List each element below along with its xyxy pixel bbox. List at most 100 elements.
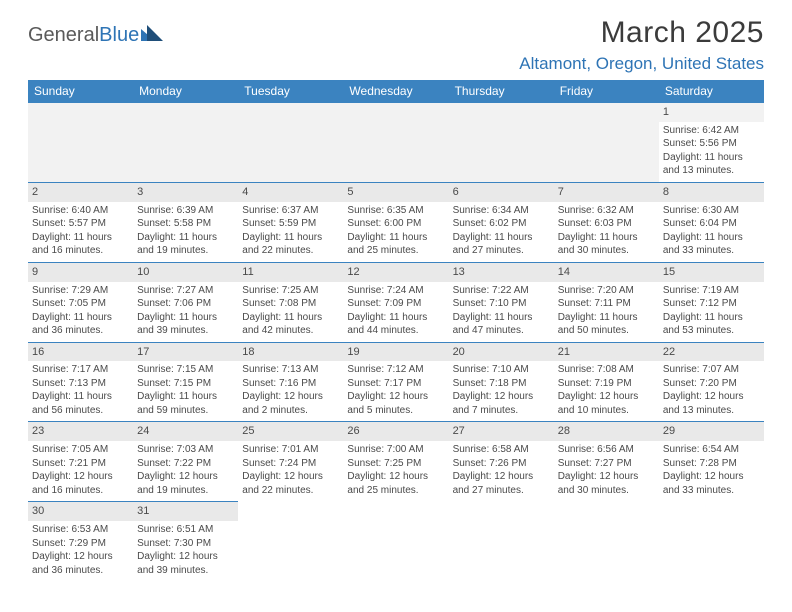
cell-detail-d1: Daylight: 11 hours [453, 311, 550, 325]
cell-detail-d1: Daylight: 11 hours [137, 311, 234, 325]
cell-detail-d2: and 39 minutes. [137, 564, 234, 578]
cell-detail-sr: Sunrise: 7:12 AM [347, 363, 444, 377]
logo-text-2: Blue [99, 24, 139, 47]
cell-detail-ss: Sunset: 7:20 PM [663, 377, 760, 391]
day-number: 1 [659, 103, 764, 122]
cell-detail-d1: Daylight: 11 hours [137, 231, 234, 245]
day-number: 14 [554, 263, 659, 282]
calendar-cell: 29Sunrise: 6:54 AMSunset: 7:28 PMDayligh… [659, 422, 764, 502]
cell-detail-d2: and 13 minutes. [663, 404, 760, 418]
calendar-cell: 20Sunrise: 7:10 AMSunset: 7:18 PMDayligh… [449, 342, 554, 422]
cell-detail-d2: and 30 minutes. [558, 244, 655, 258]
cell-detail-ss: Sunset: 7:25 PM [347, 457, 444, 471]
calendar-cell: 11Sunrise: 7:25 AMSunset: 7:08 PMDayligh… [238, 262, 343, 342]
cell-detail-sr: Sunrise: 7:13 AM [242, 363, 339, 377]
calendar-cell: 13 Sunrise: 7:22 AMSunset: 7:10 PMDayligh… [449, 262, 554, 342]
cell-detail-sr: Sunrise: 7:25 AM [242, 284, 339, 298]
weekday-sun: Sunday [28, 80, 133, 103]
day-number: 25 [238, 422, 343, 441]
cell-detail-d1: Daylight: 12 hours [558, 470, 655, 484]
cell-detail-d1: Daylight: 12 hours [32, 470, 129, 484]
cell-detail-sr: Sunrise: 7:15 AM [137, 363, 234, 377]
cell-detail-sr: Sunrise: 7:03 AM [137, 443, 234, 457]
cell-detail-d2: and 16 minutes. [32, 484, 129, 498]
cell-detail-sr: Sunrise: 6:34 AM [453, 204, 550, 218]
cell-detail-sr: Sunrise: 7:20 AM [558, 284, 655, 298]
day-number: 4 [238, 183, 343, 202]
calendar-cell [238, 103, 343, 183]
day-number: 3 [133, 183, 238, 202]
day-number: 17 [133, 343, 238, 362]
cell-detail-ss: Sunset: 7:08 PM [242, 297, 339, 311]
weekday-thu: Thursday [449, 80, 554, 103]
weekday-mon: Monday [133, 80, 238, 103]
cell-detail-d2: and 53 minutes. [663, 324, 760, 338]
calendar-cell: 17Sunrise: 7:15 AMSunset: 7:15 PMDayligh… [133, 342, 238, 422]
weekday-header-row: Sunday Monday Tuesday Wednesday Thursday… [28, 80, 764, 103]
cell-detail-d1: Daylight: 11 hours [663, 151, 760, 165]
header: GeneralBlue March 2025 Altamont, Oregon,… [28, 16, 764, 74]
weekday-wed: Wednesday [343, 80, 448, 103]
calendar-cell: 12Sunrise: 7:24 AMSunset: 7:09 PMDayligh… [343, 262, 448, 342]
weekday-fri: Friday [554, 80, 659, 103]
day-number: 11 [238, 263, 343, 282]
cell-detail-d2: and 39 minutes. [137, 324, 234, 338]
calendar-cell: 23Sunrise: 7:05 AMSunset: 7:21 PMDayligh… [28, 422, 133, 502]
cell-detail-sr: Sunrise: 6:54 AM [663, 443, 760, 457]
cell-detail-d1: Daylight: 11 hours [558, 311, 655, 325]
weekday-sat: Saturday [659, 80, 764, 103]
cell-detail-d1: Daylight: 11 hours [663, 231, 760, 245]
day-number: 13 [449, 263, 554, 282]
calendar-cell: 7Sunrise: 6:32 AMSunset: 6:03 PMDaylight… [554, 182, 659, 262]
cell-detail-sr: Sunrise: 7:19 AM [663, 284, 760, 298]
cell-detail-sr: Sunrise: 7:08 AM [558, 363, 655, 377]
cell-detail-sr: Sunrise: 6:35 AM [347, 204, 444, 218]
cell-detail-sr: Sunrise: 7:22 AM [453, 284, 550, 298]
calendar-cell: 6Sunrise: 6:34 AMSunset: 6:02 PMDaylight… [449, 182, 554, 262]
cell-detail-d2: and 5 minutes. [347, 404, 444, 418]
cell-detail-sr: Sunrise: 6:42 AM [663, 124, 760, 138]
cell-detail-d2: and 56 minutes. [32, 404, 129, 418]
calendar-cell [659, 502, 764, 581]
cell-detail-d2: and 36 minutes. [32, 324, 129, 338]
calendar-cell [343, 502, 448, 581]
location: Altamont, Oregon, United States [519, 54, 764, 74]
cell-detail-d2: and 13 minutes. [663, 164, 760, 178]
cell-detail-ss: Sunset: 7:12 PM [663, 297, 760, 311]
calendar-cell: 26Sunrise: 7:00 AMSunset: 7:25 PMDayligh… [343, 422, 448, 502]
cell-detail-ss: Sunset: 6:00 PM [347, 217, 444, 231]
calendar-table: Sunday Monday Tuesday Wednesday Thursday… [28, 80, 764, 581]
cell-detail-sr: Sunrise: 6:40 AM [32, 204, 129, 218]
cell-detail-ss: Sunset: 7:06 PM [137, 297, 234, 311]
cell-detail-sr: Sunrise: 7:17 AM [32, 363, 129, 377]
cell-detail-ss: Sunset: 7:16 PM [242, 377, 339, 391]
calendar-cell: 19Sunrise: 7:12 AMSunset: 7:17 PMDayligh… [343, 342, 448, 422]
calendar-cell [238, 502, 343, 581]
cell-detail-d2: and 42 minutes. [242, 324, 339, 338]
day-number: 27 [449, 422, 554, 441]
cell-detail-ss: Sunset: 7:13 PM [32, 377, 129, 391]
cell-detail-d1: Daylight: 11 hours [347, 231, 444, 245]
day-number: 6 [449, 183, 554, 202]
cell-detail-d2: and 19 minutes. [137, 244, 234, 258]
calendar-cell: 31Sunrise: 6:51 AMSunset: 7:30 PMDayligh… [133, 502, 238, 581]
cell-detail-sr: Sunrise: 7:05 AM [32, 443, 129, 457]
cell-detail-d2: and 25 minutes. [347, 484, 444, 498]
calendar-cell [554, 502, 659, 581]
calendar-cell: 4Sunrise: 6:37 AMSunset: 5:59 PMDaylight… [238, 182, 343, 262]
calendar-cell [554, 103, 659, 183]
cell-detail-sr: Sunrise: 6:58 AM [453, 443, 550, 457]
calendar-cell: 15Sunrise: 7:19 AMSunset: 7:12 PMDayligh… [659, 262, 764, 342]
cell-detail-d1: Daylight: 11 hours [347, 311, 444, 325]
cell-detail-ss: Sunset: 7:10 PM [453, 297, 550, 311]
calendar-cell: 3 Sunrise: 6:39 AMSunset: 5:58 PMDaylight… [133, 182, 238, 262]
cell-detail-d1: Daylight: 12 hours [453, 470, 550, 484]
calendar-cell: 24Sunrise: 7:03 AMSunset: 7:22 PMDayligh… [133, 422, 238, 502]
cell-detail-ss: Sunset: 5:58 PM [137, 217, 234, 231]
day-number: 20 [449, 343, 554, 362]
cell-detail-d2: and 33 minutes. [663, 244, 760, 258]
cell-detail-d1: Daylight: 12 hours [558, 390, 655, 404]
logo-text-1: General [28, 24, 99, 47]
cell-detail-sr: Sunrise: 6:39 AM [137, 204, 234, 218]
day-number: 2 [28, 183, 133, 202]
